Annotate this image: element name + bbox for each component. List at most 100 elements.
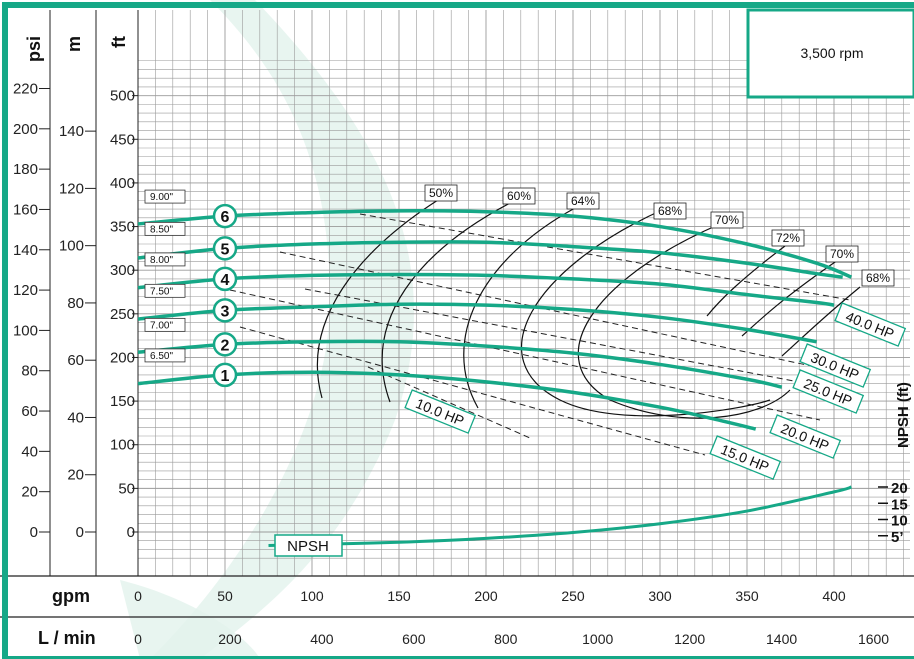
lmin-tick-label: 600	[402, 631, 426, 647]
lmin-tick-label: 1200	[674, 631, 705, 647]
ft-tick-label: 500	[110, 88, 135, 105]
npsh-curve-label-box	[274, 534, 343, 557]
head-capacity-curves	[137, 209, 853, 431]
psi-tick-label: 80	[21, 363, 38, 380]
psi-tick-label: 180	[13, 161, 38, 178]
impeller-labels: 6.50" 1 7.00" 2 7.50" 3 8.00" 4 8.50" 5 9.00" 6	[144, 189, 238, 388]
curve-number: 3	[221, 303, 230, 320]
m-tick-label: 80	[67, 295, 84, 312]
ft-tick-label: 300	[110, 262, 135, 279]
ft-tick-label: 200	[110, 349, 135, 366]
head-curve-2	[137, 339, 783, 389]
efficiency-label: 50%	[429, 186, 453, 200]
curve-number-marker	[212, 236, 238, 261]
curve-number-marker	[212, 332, 238, 357]
curve-number-marker	[212, 266, 238, 292]
curve-number: 6	[221, 209, 230, 226]
lmin-tick-label: 400	[310, 631, 334, 647]
lmin-axis-label: L / min	[38, 628, 96, 648]
curve-number: 5	[221, 241, 230, 258]
y-axis-psi-ticks: 0 20 40 60 80 100 120 140 160 180 200 220	[13, 80, 50, 541]
efficiency-label: 68%	[866, 271, 890, 285]
head-curve-4	[137, 272, 835, 307]
ft-tick-label: 450	[110, 131, 135, 148]
psi-tick-label: 220	[13, 80, 38, 97]
head-curve-3	[137, 302, 817, 344]
m-tick-label: 140	[59, 123, 84, 140]
head-curve-1	[137, 370, 757, 431]
rpm-label: 3,500 rpm	[800, 45, 863, 61]
psi-tick-label: 0	[30, 524, 38, 541]
curve-number: 2	[221, 337, 230, 354]
impeller-size-label: 9.00"	[150, 192, 173, 203]
efficiency-label: 60%	[507, 189, 531, 203]
ft-tick-label: 350	[110, 219, 135, 236]
gpm-tick-label: 50	[217, 588, 233, 604]
psi-tick-label: 100	[13, 322, 38, 339]
impeller-size-label: 6.50"	[150, 351, 173, 362]
head-curve-5	[137, 240, 843, 279]
ft-tick-label: 50	[118, 480, 135, 497]
lmin-tick-label: 1400	[766, 631, 797, 647]
npsh-curve-label: NPSH	[287, 538, 329, 555]
ft-axis-label: ft	[109, 36, 129, 48]
m-tick-label: 40	[67, 409, 84, 426]
x-axis-gpm-ticks: 0 50 100 150 200 250 300 350 400	[134, 588, 846, 604]
ft-tick-label: 400	[110, 175, 135, 192]
head-curve-6	[137, 209, 853, 279]
watermark-swoosh	[150, 0, 414, 659]
lmin-tick-label: 1600	[858, 631, 889, 647]
m-tick-label: 20	[67, 467, 84, 484]
gpm-tick-label: 0	[134, 588, 142, 604]
horsepower-label: 10.0 HP	[414, 395, 467, 429]
x-axis-lmin-ticks: 0 200 400 600 800 1000 1200 1400 1600	[134, 631, 889, 647]
m-tick-label: 0	[76, 524, 84, 541]
curve-number-marker	[212, 362, 238, 388]
gpm-tick-label: 350	[735, 588, 759, 604]
npsh-tick-label: 10	[891, 513, 908, 530]
lmin-tick-label: 800	[494, 631, 518, 647]
ft-tick-label: 150	[110, 393, 135, 410]
gpm-tick-label: 200	[474, 588, 498, 604]
npsh-tick-label: 20	[891, 480, 908, 497]
efficiency-label: 64%	[571, 194, 595, 208]
psi-tick-label: 140	[13, 242, 38, 259]
psi-tick-label: 40	[21, 443, 38, 460]
psi-axis-label: psi	[24, 36, 44, 62]
impeller-size-label: 7.00"	[150, 320, 173, 331]
ft-tick-label: 250	[110, 306, 135, 323]
m-tick-label: 60	[67, 352, 84, 369]
gpm-tick-label: 300	[648, 588, 672, 604]
npsh-tick-label: 15	[891, 496, 908, 513]
impeller-size-label: 8.50"	[150, 224, 173, 235]
ft-tick-label: 100	[110, 437, 135, 454]
efficiency-label: 72%	[776, 231, 800, 245]
efficiency-labels: 50% 60% 64% 68% 70% 72% 70% 68%	[424, 184, 895, 287]
efficiency-label: 70%	[830, 247, 854, 261]
impeller-size-label: 7.50"	[150, 286, 173, 297]
psi-tick-label: 120	[13, 282, 38, 299]
horsepower-label: 20.0 HP	[779, 420, 832, 454]
npsh-axis-label: NPSH (ft)	[895, 382, 912, 448]
ft-tick-label: 0	[127, 524, 135, 541]
lmin-tick-label: 0	[134, 631, 142, 647]
psi-tick-label: 200	[13, 121, 38, 138]
efficiency-label: 70%	[715, 213, 739, 227]
gpm-tick-label: 150	[387, 588, 411, 604]
m-tick-label: 100	[59, 238, 84, 255]
horsepower-lines	[229, 213, 851, 456]
efficiency-label: 68%	[658, 204, 682, 218]
curve-number: 1	[221, 368, 230, 385]
m-axis-label: m	[64, 36, 84, 52]
lmin-tick-label: 1000	[582, 631, 613, 647]
y-axis-m-ticks: 0 20 40 60 80 100 120 140	[59, 123, 96, 541]
gpm-tick-label: 400	[822, 588, 846, 604]
curve-number-marker	[212, 298, 238, 323]
gpm-tick-label: 250	[561, 588, 585, 604]
rpm-box	[746, 8, 914, 99]
m-tick-label: 120	[59, 180, 84, 197]
